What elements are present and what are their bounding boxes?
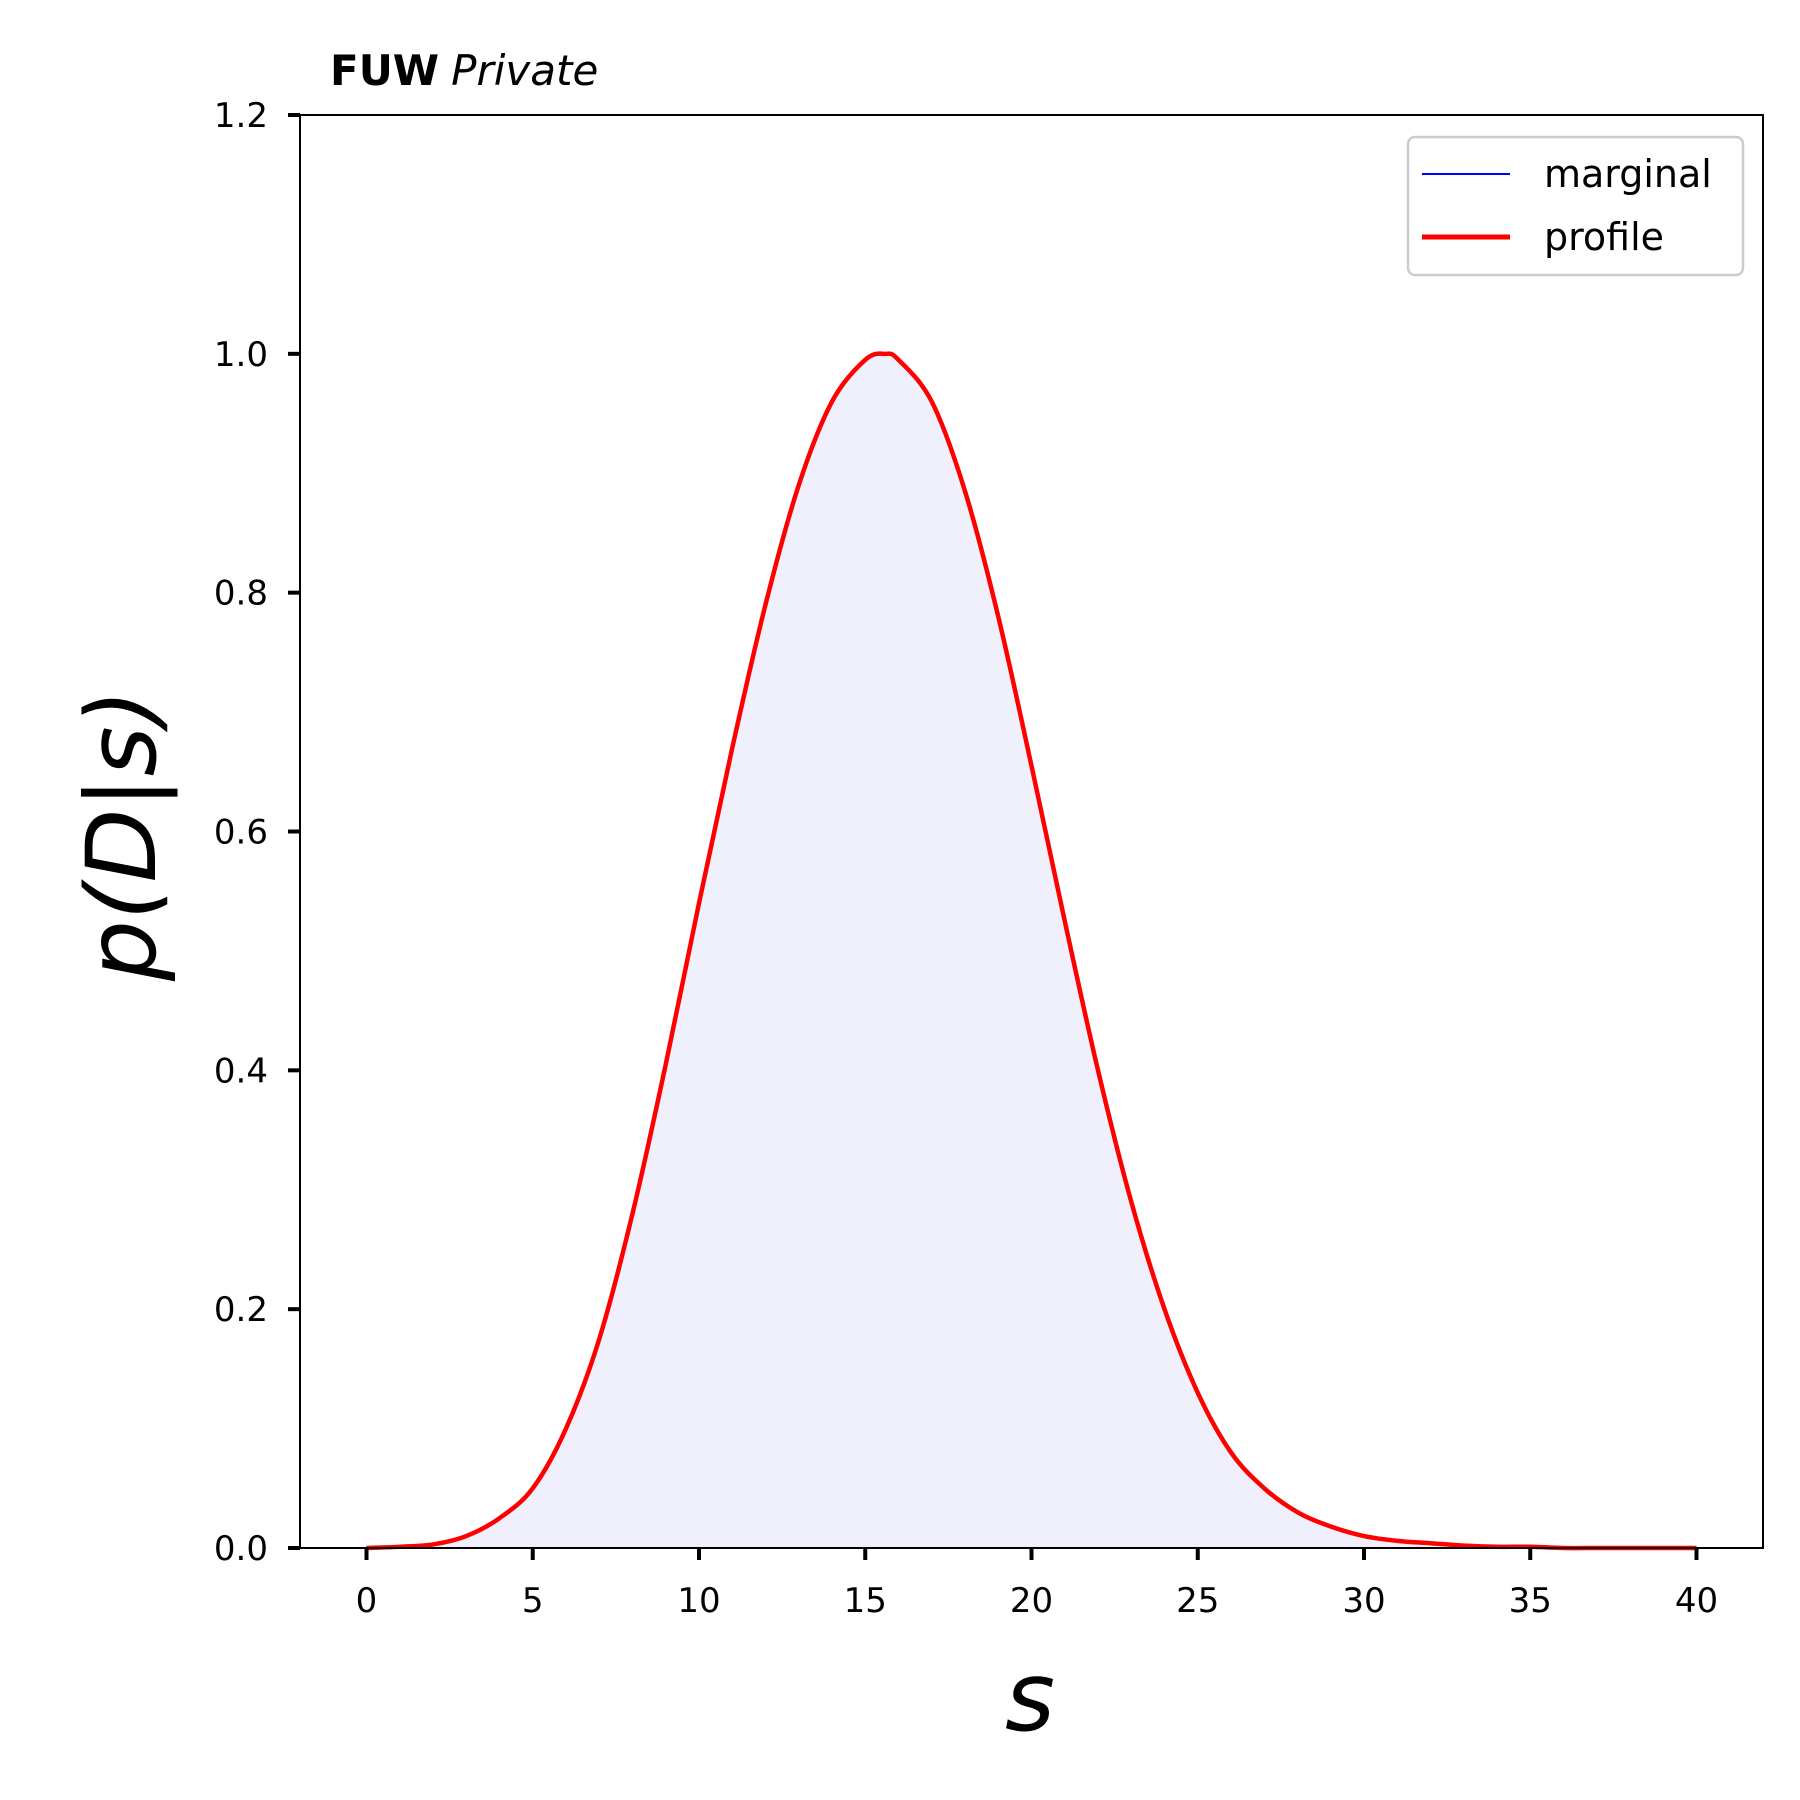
y-tick-label: 1.2 bbox=[214, 96, 268, 136]
legend-label-marginal: marginal bbox=[1544, 152, 1712, 196]
y-axis-label: p(D|s) bbox=[66, 689, 179, 982]
y-tick-label: 0.6 bbox=[214, 813, 268, 853]
series-profile-line bbox=[366, 351, 1697, 1551]
y-tick-label: 1.0 bbox=[214, 335, 268, 375]
header-bold-label: FUW bbox=[330, 46, 439, 95]
y-tick-label: 0.4 bbox=[214, 1051, 268, 1091]
x-tick-label: 40 bbox=[1675, 1581, 1718, 1621]
x-tick-label: 15 bbox=[844, 1581, 887, 1621]
y-tick-label: 0.0 bbox=[214, 1529, 268, 1569]
header-italic-label: Private bbox=[451, 46, 598, 95]
legend-label-profile: profile bbox=[1544, 215, 1664, 259]
legend-box bbox=[1406, 135, 1745, 277]
x-tick-label: 35 bbox=[1509, 1581, 1552, 1621]
axes: 0 5 10 15 20 25 30 35 40 0.0 0.2 0.4 0.6 0.8 1.0 1.2 bbox=[214, 96, 1764, 1621]
plot-area bbox=[366, 351, 1697, 1551]
x-tick-label: 10 bbox=[677, 1581, 720, 1621]
y-tick-label: 0.8 bbox=[214, 574, 268, 614]
chart-header: FUW Private bbox=[330, 46, 598, 95]
x-tick-label: 30 bbox=[1342, 1581, 1385, 1621]
x-axis-label: s bbox=[1005, 1641, 1055, 1753]
x-tick-label: 25 bbox=[1176, 1581, 1219, 1621]
legend: marginal profile bbox=[1406, 135, 1745, 277]
y-tick-label: 0.2 bbox=[214, 1290, 268, 1330]
x-tick-label: 20 bbox=[1010, 1581, 1053, 1621]
x-tick-label: 5 bbox=[522, 1581, 544, 1621]
x-tick-label: 0 bbox=[356, 1581, 378, 1621]
likelihood-fill-area bbox=[366, 353, 1697, 1549]
